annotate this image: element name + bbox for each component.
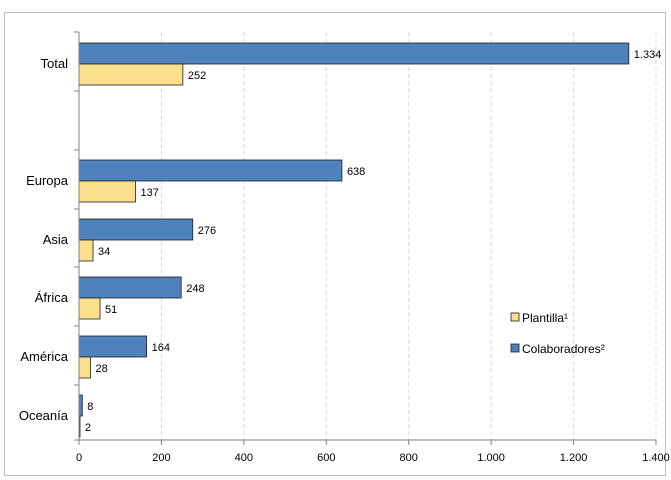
legend-label-plantilla: Plantilla¹	[522, 311, 568, 325]
bar-plantilla	[78, 239, 94, 262]
data-label-plantilla: 2	[85, 422, 91, 434]
legend-label-colaboradores: Colaboradores²	[522, 342, 605, 356]
x-tick-label: 1.400	[642, 452, 670, 464]
data-label-plantilla: 28	[96, 363, 108, 375]
data-label-plantilla: 51	[105, 304, 117, 316]
data-label-colaboradores: 248	[186, 283, 204, 295]
category-label: Asia	[43, 232, 69, 247]
legend-swatch-colaboradores	[510, 343, 520, 353]
x-tick-label: 600	[317, 452, 335, 464]
x-tick-label: 1.000	[477, 452, 505, 464]
x-tick-label: 1.200	[560, 452, 588, 464]
category-label: África	[35, 290, 69, 305]
bar-colaboradores	[78, 159, 343, 182]
bar-plantilla	[78, 180, 136, 203]
bar-colaboradores	[78, 335, 147, 358]
data-label-colaboradores: 164	[152, 342, 170, 354]
bar-plantilla	[78, 356, 91, 379]
data-label-colaboradores: 276	[198, 225, 216, 237]
chart-frame	[4, 12, 666, 476]
x-tick-label: 0	[76, 452, 82, 464]
bar-colaboradores	[78, 276, 182, 299]
x-tick-label: 400	[235, 452, 253, 464]
bar-plantilla	[78, 63, 184, 86]
data-label-plantilla: 34	[98, 246, 110, 258]
data-label-plantilla: 137	[140, 187, 158, 199]
data-label-plantilla: 252	[188, 70, 206, 82]
x-tick-label: 200	[152, 452, 170, 464]
legend-swatch-plantilla	[510, 312, 520, 322]
bar-colaboradores	[78, 218, 194, 241]
data-label-colaboradores: 1.334	[634, 49, 662, 61]
category-label: Total	[41, 56, 69, 71]
x-tick-label: 800	[400, 452, 418, 464]
data-label-colaboradores: 8	[87, 401, 93, 413]
category-label: Europa	[26, 173, 69, 188]
bar-plantilla	[78, 297, 101, 320]
category-label: América	[20, 349, 68, 364]
bar-colaboradores	[78, 42, 630, 65]
category-label: Oceanía	[19, 408, 69, 423]
data-label-colaboradores: 638	[347, 166, 365, 178]
